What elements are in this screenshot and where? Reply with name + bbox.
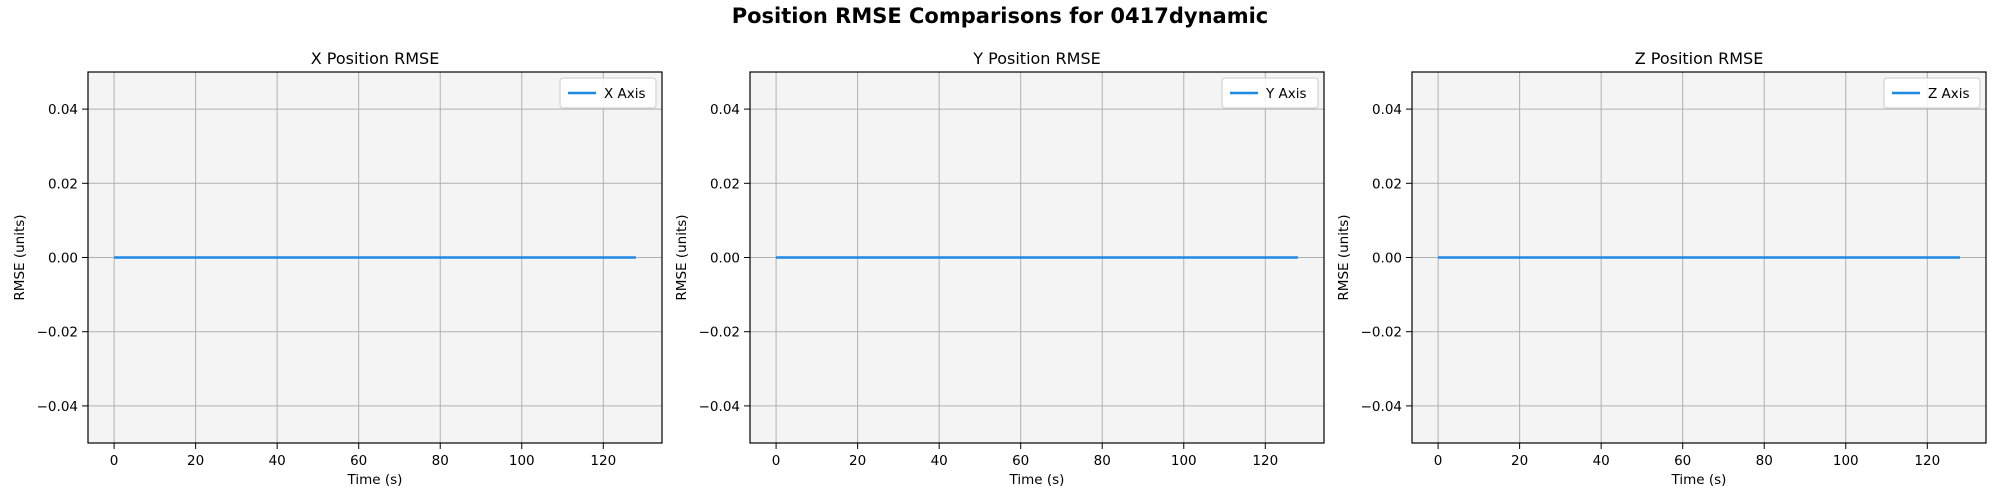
- legend: Y Axis: [1221, 77, 1319, 109]
- x-tick-label: 100: [509, 453, 535, 469]
- y-tick-label: −0.02: [699, 325, 740, 341]
- x-tick-label: 80: [432, 453, 449, 469]
- x-axis-label: Time (s): [1009, 472, 1065, 488]
- x-axis-label: Time (s): [1671, 472, 1727, 488]
- y-tick-label: 0.04: [1372, 102, 1402, 118]
- legend-label: X Axis: [604, 86, 646, 102]
- x-tick-label: 20: [849, 453, 866, 469]
- x-tick-label: 40: [269, 453, 286, 469]
- y-tick-label: 0.00: [1372, 251, 1402, 267]
- x-tick-label: 40: [931, 453, 948, 469]
- y-tick-label: 0.02: [48, 176, 78, 192]
- legend-box: [559, 77, 657, 109]
- x-tick-label: 60: [1012, 453, 1029, 469]
- x-tick-label: 0: [772, 453, 781, 469]
- x-tick-label: 0: [110, 453, 119, 469]
- x-tick-label: 40: [1593, 453, 1610, 469]
- y-tick-label: 0.00: [48, 251, 78, 267]
- y-tick-label: −0.04: [37, 399, 78, 415]
- x-tick-label: 100: [1833, 453, 1859, 469]
- legend-label: Y Axis: [1265, 86, 1307, 102]
- legend-box: [1883, 77, 1981, 109]
- x-axis-label: Time (s): [347, 472, 403, 488]
- x-tick-label: 0: [1434, 453, 1443, 469]
- legend-box: [1221, 77, 1319, 109]
- y-tick-label: 0.02: [710, 176, 740, 192]
- x-tick-label: 80: [1094, 453, 1111, 469]
- y-tick-label: 0.00: [710, 251, 740, 267]
- x-tick-label: 120: [1252, 453, 1278, 469]
- chart-panel-2: 0 20 40 60 80 100 120 −0.04 −0.02 0.00 0.02 0.04 Y P…: [674, 49, 1325, 488]
- chart-title: X Position RMSE: [311, 49, 440, 68]
- chart-title: Z Position RMSE: [1635, 49, 1764, 68]
- x-tick-label: 80: [1756, 453, 1773, 469]
- legend-label: Z Axis: [1928, 86, 1970, 102]
- y-tick-label: 0.02: [1372, 176, 1402, 192]
- chart-panel-1: 0 20 40 60 80 100 120 −0.04 −0.02 0.00 0.02 0.04 X P…: [12, 49, 663, 488]
- legend: X Axis: [559, 77, 657, 109]
- figure-title: Position RMSE Comparisons for 0417dynami…: [731, 4, 1269, 28]
- chart-panel-3: 0 20 40 60 80 100 120 −0.04 −0.02 0.00 0.02 0.04 Z P…: [1336, 49, 1987, 488]
- x-tick-label: 60: [350, 453, 367, 469]
- x-tick-label: 60: [1674, 453, 1691, 469]
- chart-title: Y Position RMSE: [972, 49, 1100, 68]
- x-tick-label: 100: [1171, 453, 1197, 469]
- y-axis-label: RMSE (units): [1336, 214, 1352, 300]
- y-tick-label: 0.04: [710, 102, 740, 118]
- y-tick-label: −0.02: [1361, 325, 1402, 341]
- x-tick-label: 120: [1914, 453, 1940, 469]
- y-tick-label: −0.04: [699, 399, 740, 415]
- y-tick-label: −0.02: [37, 325, 78, 341]
- legend: Z Axis: [1883, 77, 1981, 109]
- y-axis-label: RMSE (units): [12, 214, 28, 300]
- x-tick-label: 120: [590, 453, 616, 469]
- y-tick-label: −0.04: [1361, 399, 1402, 415]
- x-tick-label: 20: [1511, 453, 1528, 469]
- y-axis-label: RMSE (units): [674, 214, 690, 300]
- y-tick-label: 0.04: [48, 102, 78, 118]
- x-tick-label: 20: [187, 453, 204, 469]
